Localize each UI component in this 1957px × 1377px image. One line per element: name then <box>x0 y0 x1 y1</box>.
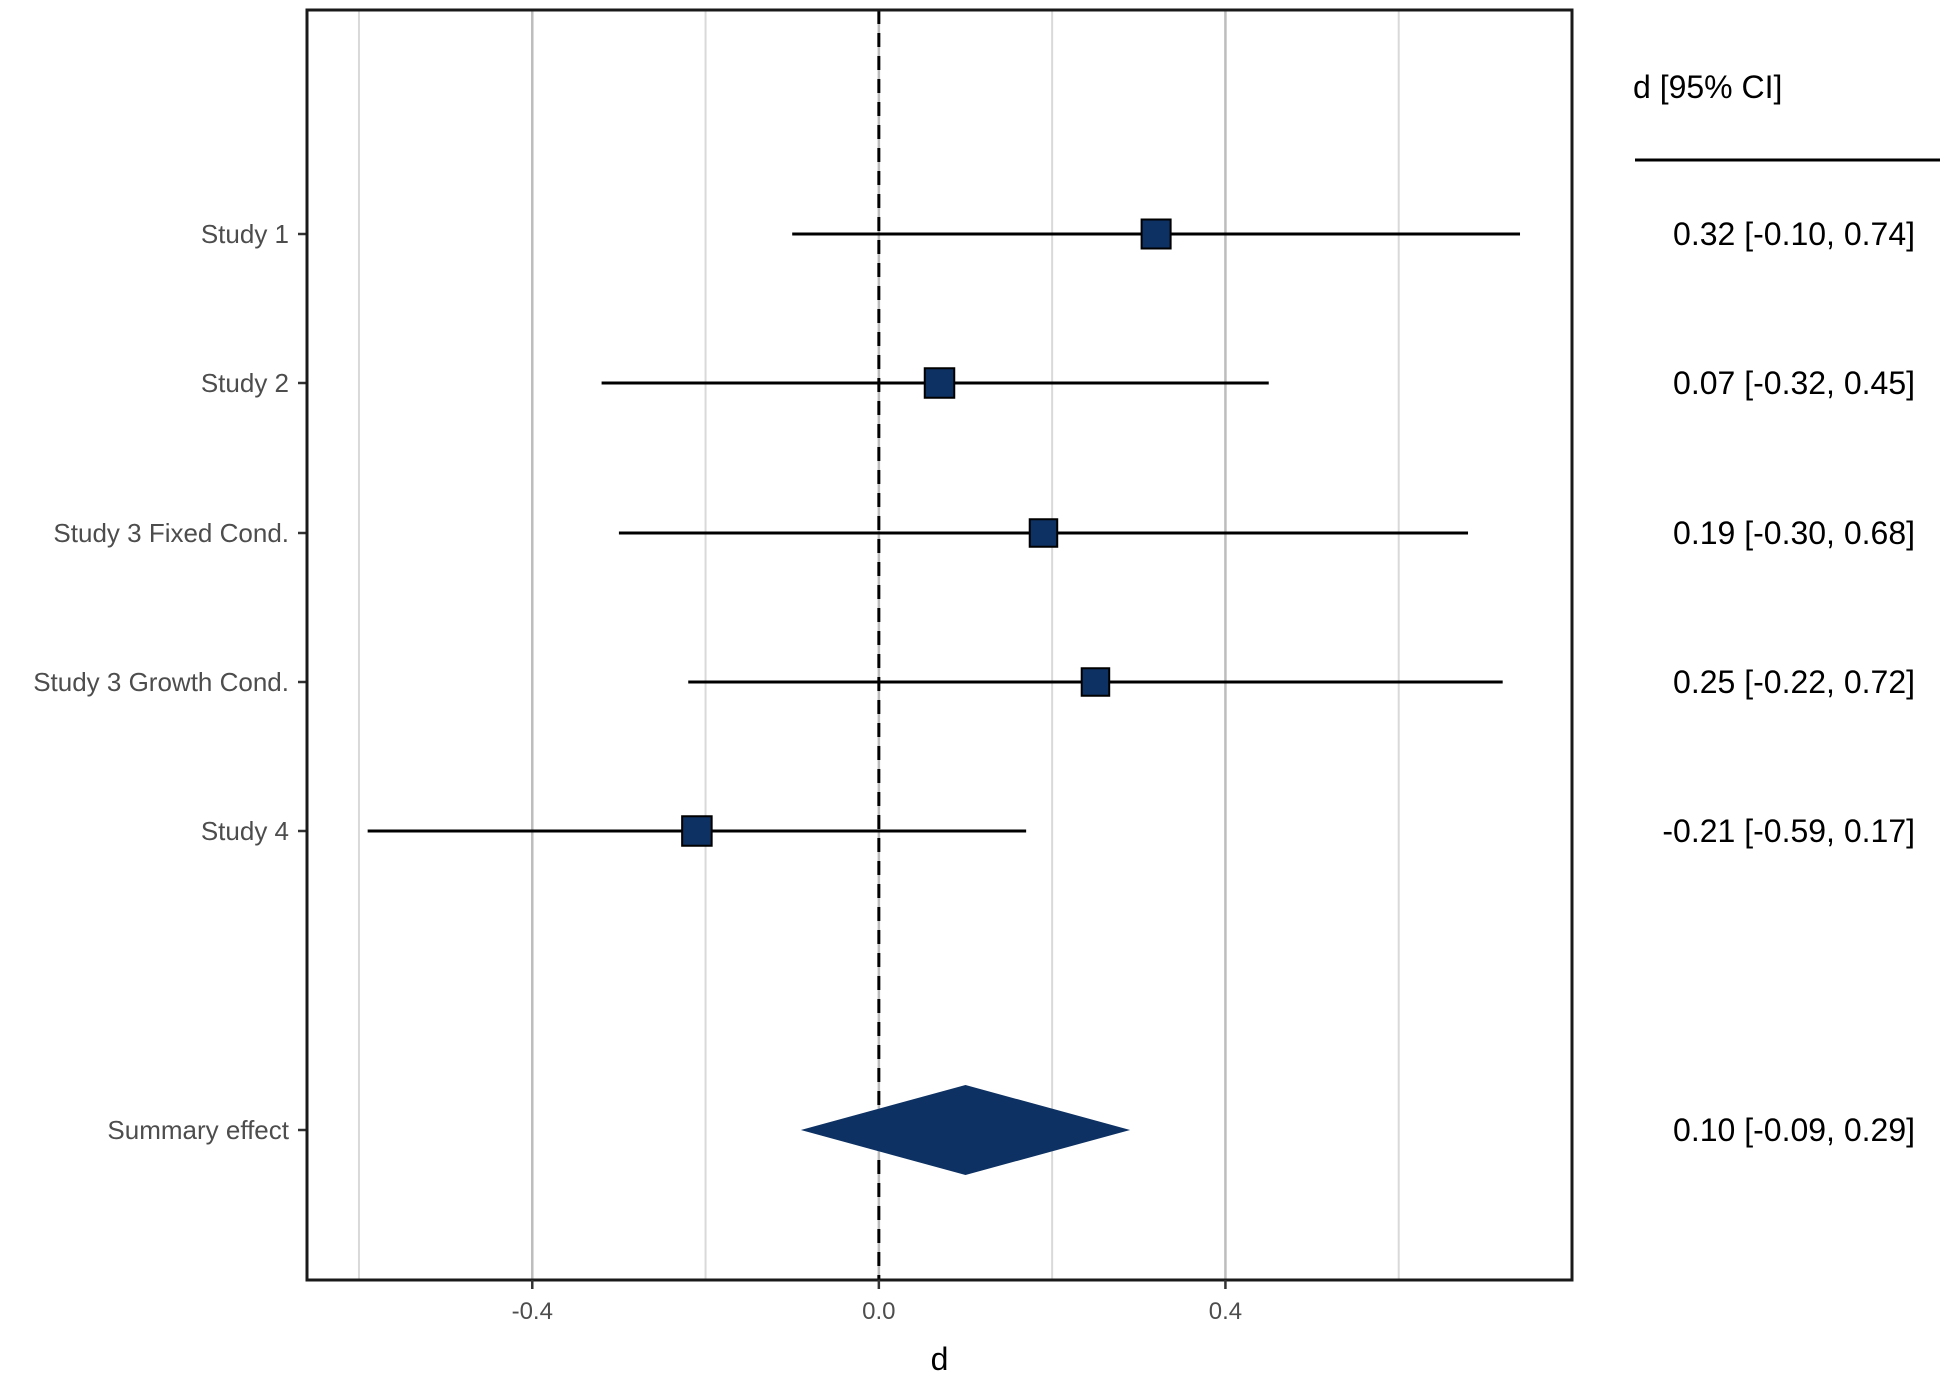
x-tick-label-0: -0.4 <box>512 1298 553 1325</box>
ci-text-0: 0.32 [-0.10, 0.74] <box>1673 216 1915 252</box>
point-estimate-4 <box>681 815 713 847</box>
study-label-4: Study 4 <box>201 816 289 846</box>
point-estimate-2 <box>1028 518 1059 548</box>
x-axis-title: d <box>931 1341 949 1372</box>
ci-text-3: 0.25 [-0.22, 0.72] <box>1673 664 1915 700</box>
study-label-2: Study 3 Fixed Cond. <box>53 518 289 548</box>
summary-label: Summary effect <box>107 1115 289 1145</box>
study-label-0: Study 1 <box>201 219 289 249</box>
summary-group: Summary effect <box>107 1085 1131 1175</box>
ci-text-1: 0.07 [-0.32, 0.45] <box>1673 365 1915 401</box>
x-tick-label-2: 0.4 <box>1209 1298 1242 1325</box>
point-estimate-0 <box>1140 218 1172 250</box>
study-label-3: Study 3 Growth Cond. <box>33 667 289 697</box>
ci-text-2: 0.19 [-0.30, 0.68] <box>1673 515 1915 551</box>
ci-text-summary: 0.10 [-0.09, 0.29] <box>1673 1112 1915 1148</box>
ci-text-4: -0.21 [-0.59, 0.17] <box>1662 813 1915 849</box>
plot-panel-border <box>305 8 1574 1282</box>
point-estimate-3 <box>1080 667 1111 697</box>
point-estimate-1 <box>923 367 956 399</box>
study-label-1: Study 2 <box>201 368 289 398</box>
ci-column-header: d [95% CI] <box>1633 69 1782 105</box>
ci-column: 0.32 [-0.10, 0.74] 0.07 [-0.32, 0.45] 0.19… <box>1662 216 1915 1148</box>
x-tick-label-1: 0.0 <box>862 1298 895 1325</box>
x-axis: -0.4 0.0 0.4 <box>512 1280 1242 1325</box>
summary-diamond <box>800 1085 1131 1175</box>
study-rows: Study 1 Study 2 Study 3 Fixed Cond. Study 3… <box>33 218 1521 847</box>
